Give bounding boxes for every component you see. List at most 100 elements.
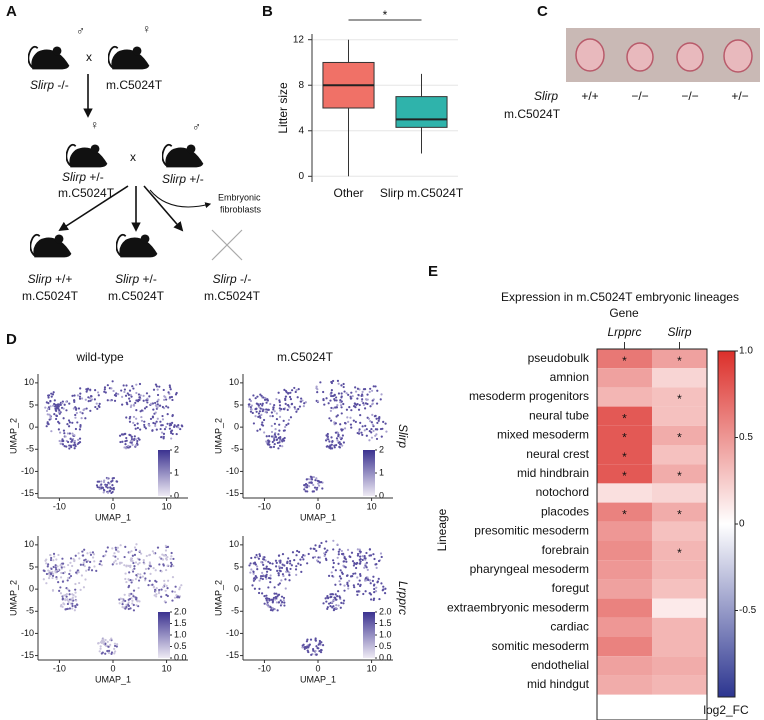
row-label: endothelial xyxy=(531,658,589,672)
cell-point xyxy=(96,391,100,394)
cell-point xyxy=(290,402,294,405)
cell-point xyxy=(340,406,343,409)
heat-cell xyxy=(597,598,652,618)
cell-point xyxy=(278,404,282,407)
cell-point xyxy=(110,491,113,495)
cell-point xyxy=(168,396,172,399)
cell-point xyxy=(288,579,291,582)
cell-point xyxy=(73,399,76,402)
cell-point xyxy=(96,407,99,410)
cell-point xyxy=(273,422,276,425)
cell-point xyxy=(249,410,253,413)
cell-point xyxy=(124,442,127,446)
cell-point xyxy=(151,429,154,432)
heat-cell xyxy=(652,656,707,676)
cell-point xyxy=(131,568,134,572)
cell-point xyxy=(47,394,51,397)
row-label: cardiac xyxy=(550,620,589,634)
cell-point xyxy=(349,575,353,578)
cell-point xyxy=(306,562,309,565)
cell-point xyxy=(278,444,282,447)
cell-point xyxy=(118,561,122,564)
cell-point xyxy=(77,571,80,574)
cell-point xyxy=(127,607,130,611)
cell-point xyxy=(70,599,73,602)
cell-point xyxy=(349,395,352,398)
cell-point xyxy=(357,393,360,397)
cell-point xyxy=(252,572,255,575)
genotype-label: +/+ xyxy=(581,89,598,103)
cell-point xyxy=(319,381,322,384)
heat-cell xyxy=(597,637,652,657)
cell-point xyxy=(60,566,63,569)
cell-point xyxy=(144,567,148,571)
cell-point xyxy=(61,580,65,583)
cell-point xyxy=(327,438,330,441)
cell-point xyxy=(49,558,53,562)
heat-cell xyxy=(652,617,707,637)
cell-point xyxy=(129,405,132,409)
cell-point xyxy=(360,400,364,403)
cell-point xyxy=(85,560,88,563)
cell-point xyxy=(330,389,333,392)
cell-point xyxy=(120,389,123,392)
cell-point xyxy=(250,408,253,411)
cell-point xyxy=(131,579,134,582)
cell-point xyxy=(312,547,315,550)
cell-point xyxy=(52,404,55,407)
y-tick-label: 10 xyxy=(24,377,34,387)
cell-point xyxy=(160,588,163,591)
cell-point xyxy=(384,587,387,590)
cell-point xyxy=(261,571,264,574)
cell-point xyxy=(370,421,373,424)
cell-point xyxy=(317,556,320,559)
cell-point xyxy=(283,604,286,607)
cell-point xyxy=(305,640,309,643)
cell-point xyxy=(126,403,129,406)
cell-point xyxy=(281,601,284,604)
cell-point xyxy=(289,562,292,565)
cell-point xyxy=(128,417,131,420)
cell-point xyxy=(78,581,81,585)
x-tick-label: -10 xyxy=(258,663,271,673)
cell-point xyxy=(275,417,279,421)
cell-point xyxy=(80,417,83,420)
cell-point xyxy=(318,642,321,645)
cell-point xyxy=(361,554,364,558)
cell-point xyxy=(359,572,362,576)
cell-point xyxy=(366,402,369,406)
cell-point xyxy=(330,601,334,604)
cell-point xyxy=(277,554,281,557)
cell-point xyxy=(369,405,372,408)
cell-point xyxy=(326,607,329,611)
cell-point xyxy=(320,641,323,644)
colorbar-label: log2_FC xyxy=(703,703,749,717)
cell-point xyxy=(375,586,378,589)
cell-point xyxy=(262,563,265,567)
cell-point xyxy=(57,581,60,584)
cell-point xyxy=(59,431,62,434)
cell-point xyxy=(332,559,335,562)
x-tick-label: 0 xyxy=(315,501,320,511)
cell-point xyxy=(278,407,281,410)
cell-point xyxy=(172,557,175,561)
cell-point xyxy=(339,569,342,572)
cell-point xyxy=(135,598,138,601)
cell-point xyxy=(331,439,334,443)
cell-point xyxy=(77,441,80,445)
cell-point xyxy=(163,579,166,582)
cell-point xyxy=(66,422,69,426)
cell-point xyxy=(370,389,374,392)
cell-point xyxy=(372,553,375,556)
x-tick-label: 0 xyxy=(315,663,320,673)
cell-point xyxy=(299,563,302,566)
cell-point xyxy=(262,567,266,570)
cell-point xyxy=(133,435,136,438)
cell-point xyxy=(118,602,121,605)
cell-point xyxy=(259,577,262,580)
cell-point xyxy=(112,389,115,393)
cell-point xyxy=(139,394,142,397)
row-label: foregut xyxy=(552,581,590,595)
cell-point xyxy=(109,638,112,642)
y-tick-label: 12 xyxy=(293,34,305,45)
